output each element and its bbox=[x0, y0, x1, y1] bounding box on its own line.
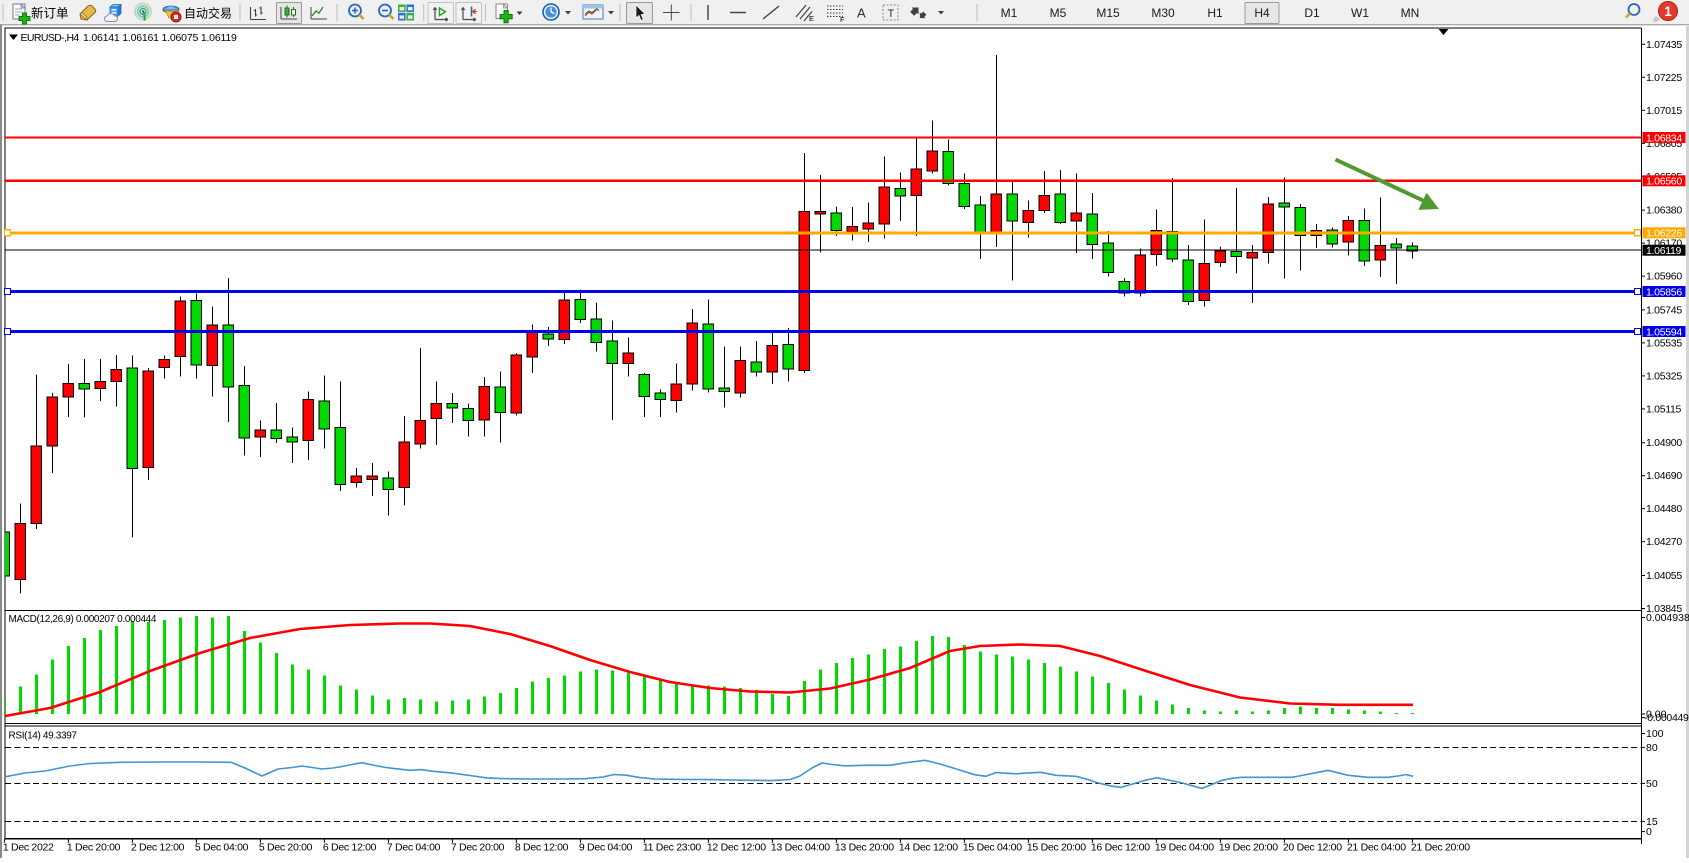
svg-text:RSI(14) 49.3397: RSI(14) 49.3397 bbox=[9, 730, 78, 741]
svg-text:21 Dec 20:00: 21 Dec 20:00 bbox=[1411, 842, 1470, 854]
svg-text:1.05325: 1.05325 bbox=[1646, 370, 1682, 382]
svg-text:7 Dec 04:00: 7 Dec 04:00 bbox=[387, 842, 441, 854]
svg-text:T: T bbox=[888, 8, 895, 20]
svg-text:新订单: 新订单 bbox=[31, 6, 69, 21]
svg-text:13 Dec 04:00: 13 Dec 04:00 bbox=[771, 842, 830, 854]
svg-text:1: 1 bbox=[1664, 4, 1672, 19]
svg-text:1 Dec 2022: 1 Dec 2022 bbox=[3, 842, 54, 854]
svg-text:自动交易: 自动交易 bbox=[184, 6, 232, 21]
svg-text:7 Dec 20:00: 7 Dec 20:00 bbox=[451, 842, 505, 854]
svg-text:100: 100 bbox=[1646, 728, 1664, 740]
svg-text:EURUSD-,H4: EURUSD-,H4 bbox=[21, 32, 80, 44]
svg-text:1.07225: 1.07225 bbox=[1646, 72, 1682, 84]
svg-text:1.06119: 1.06119 bbox=[1646, 245, 1682, 257]
svg-text:20 Dec 12:00: 20 Dec 12:00 bbox=[1283, 842, 1342, 854]
svg-text:5 Dec 20:00: 5 Dec 20:00 bbox=[259, 842, 313, 854]
svg-text:6 Dec 12:00: 6 Dec 12:00 bbox=[323, 842, 377, 854]
svg-text:11 Dec 23:00: 11 Dec 23:00 bbox=[643, 842, 702, 854]
svg-text:W1: W1 bbox=[1351, 6, 1369, 20]
svg-text:1.03845: 1.03845 bbox=[1646, 603, 1682, 615]
svg-text:9 Dec 04:00: 9 Dec 04:00 bbox=[579, 842, 633, 854]
svg-text:1.06560: 1.06560 bbox=[1646, 176, 1682, 188]
svg-text:15: 15 bbox=[1646, 816, 1658, 828]
svg-text:80: 80 bbox=[1646, 742, 1658, 754]
svg-text:1.05960: 1.05960 bbox=[1646, 271, 1682, 283]
svg-text:13 Dec 20:00: 13 Dec 20:00 bbox=[835, 842, 894, 854]
svg-text:16 Dec 12:00: 16 Dec 12:00 bbox=[1091, 842, 1150, 854]
svg-text:M15: M15 bbox=[1096, 6, 1120, 20]
svg-text:0.00: 0.00 bbox=[1646, 709, 1667, 721]
svg-text:0: 0 bbox=[1646, 826, 1652, 838]
svg-text:M5: M5 bbox=[1050, 6, 1067, 20]
svg-text:14 Dec 12:00: 14 Dec 12:00 bbox=[899, 842, 958, 854]
svg-text:1.05535: 1.05535 bbox=[1646, 337, 1682, 349]
svg-text:-0.000449: -0.000449 bbox=[1644, 712, 1689, 724]
svg-text:19 Dec 20:00: 19 Dec 20:00 bbox=[1219, 842, 1278, 854]
svg-text:A: A bbox=[857, 6, 866, 21]
svg-text:15 Dec 04:00: 15 Dec 04:00 bbox=[963, 842, 1022, 854]
svg-text:21 Dec 04:00: 21 Dec 04:00 bbox=[1347, 842, 1406, 854]
svg-text:1.04480: 1.04480 bbox=[1646, 503, 1682, 515]
svg-text:F: F bbox=[840, 15, 845, 24]
svg-text:1.06226: 1.06226 bbox=[1646, 228, 1682, 240]
svg-text:1.07015: 1.07015 bbox=[1646, 105, 1682, 117]
svg-text:MN: MN bbox=[1401, 6, 1420, 20]
svg-text:50: 50 bbox=[1646, 778, 1658, 790]
svg-text:1.04055: 1.04055 bbox=[1646, 570, 1682, 582]
svg-text:1.05115: 1.05115 bbox=[1646, 403, 1682, 415]
svg-text:1.04690: 1.04690 bbox=[1646, 470, 1682, 482]
svg-text:1.04900: 1.04900 bbox=[1646, 437, 1682, 449]
svg-text:12 Dec 12:00: 12 Dec 12:00 bbox=[707, 842, 766, 854]
svg-text:D1: D1 bbox=[1304, 6, 1320, 20]
svg-text:19 Dec 04:00: 19 Dec 04:00 bbox=[1155, 842, 1214, 854]
svg-text:1.07435: 1.07435 bbox=[1646, 39, 1682, 51]
svg-text:1.04270: 1.04270 bbox=[1646, 536, 1682, 548]
svg-text:1.06380: 1.06380 bbox=[1646, 205, 1682, 217]
svg-text:H1: H1 bbox=[1207, 6, 1223, 20]
svg-text:1.06141 1.06161 1.06075 1.0611: 1.06141 1.06161 1.06075 1.06119 bbox=[83, 32, 237, 44]
svg-text:8 Dec 12:00: 8 Dec 12:00 bbox=[515, 842, 569, 854]
svg-text:H4: H4 bbox=[1254, 6, 1270, 20]
svg-text:1.06834: 1.06834 bbox=[1646, 132, 1682, 144]
svg-text:15 Dec 20:00: 15 Dec 20:00 bbox=[1027, 842, 1086, 854]
svg-text:5 Dec 04:00: 5 Dec 04:00 bbox=[195, 842, 249, 854]
svg-text:2 Dec 12:00: 2 Dec 12:00 bbox=[131, 842, 185, 854]
svg-text:1.05594: 1.05594 bbox=[1646, 326, 1682, 338]
svg-text:1.05745: 1.05745 bbox=[1646, 304, 1682, 316]
svg-text:MACD(12,26,9) 0.000207 0.00044: MACD(12,26,9) 0.000207 0.000444 bbox=[9, 614, 157, 625]
svg-text:M1: M1 bbox=[1001, 6, 1018, 20]
svg-text:M30: M30 bbox=[1151, 6, 1175, 20]
svg-text:E: E bbox=[809, 14, 814, 23]
svg-text:0.004938: 0.004938 bbox=[1646, 612, 1689, 624]
svg-text:1.05856: 1.05856 bbox=[1646, 286, 1682, 298]
svg-text:1 Dec 20:00: 1 Dec 20:00 bbox=[67, 842, 121, 854]
